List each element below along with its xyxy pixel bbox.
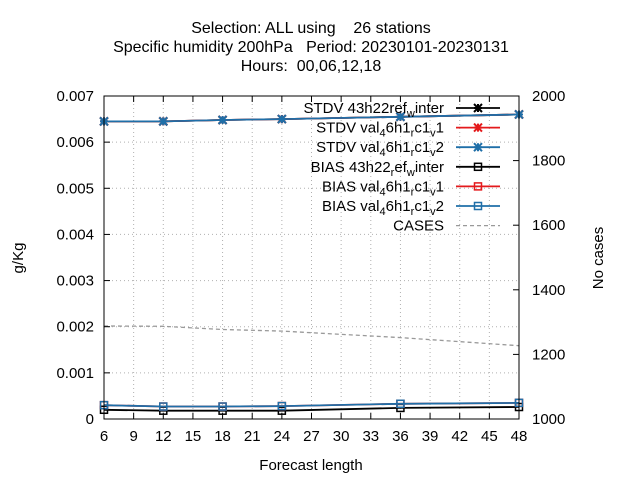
- legend-marker: [473, 103, 483, 113]
- legend-marker: [473, 122, 483, 133]
- x-tick-label: 48: [511, 428, 528, 445]
- x-tick-label: 36: [392, 428, 409, 445]
- legend-marker: [473, 142, 483, 152]
- x-tick-label: 27: [303, 428, 320, 445]
- data-point: [277, 114, 287, 124]
- legend-entry: STDV val46h1rc1v1: [316, 120, 500, 140]
- y-tick-label: 0.006: [56, 134, 94, 151]
- x-tick-label: 39: [422, 428, 439, 445]
- title-line-2: Specific humidity 200hPa Period: 2023010…: [113, 39, 509, 56]
- legend-label: BIAS 43h22refwinter: [311, 159, 444, 179]
- data-point: [218, 402, 227, 411]
- data-point: [396, 399, 405, 409]
- y2-tick-label: 1800: [532, 153, 565, 170]
- y2-tick-label: 1200: [532, 346, 565, 363]
- x-tick-label: 33: [362, 428, 379, 445]
- legend-entry: BIAS 43h22refwinter: [311, 159, 500, 179]
- x-tick-label: 21: [244, 428, 261, 445]
- data-point: [395, 112, 406, 122]
- grid: [104, 96, 519, 419]
- data-point: [158, 116, 168, 127]
- series-line: [103, 325, 520, 347]
- x-tick-label: 9: [129, 428, 137, 445]
- legend-marker: [473, 201, 483, 211]
- series-line: [103, 402, 520, 408]
- legend-entry: BIAS val46h1rc1v1: [322, 178, 500, 198]
- legend-marker: [473, 162, 483, 172]
- legend-label: STDV val46h1rc1v1: [316, 120, 444, 140]
- y-tick-label: 0.001: [56, 365, 94, 382]
- y2-tick-label: 1000: [532, 411, 565, 428]
- x-axis-label: Forecast length: [259, 457, 362, 474]
- y-tick-label: 0.007: [56, 88, 94, 105]
- y-axis-right: 1000 1200 1400 1600 1800 2000: [513, 88, 565, 428]
- title-line-1: Selection: ALL using 26 stations: [191, 20, 431, 37]
- x-axis: 6 9 12 15 18 21 24 27 30 33 36 39 42 45 48: [100, 96, 528, 445]
- legend-marker: [473, 182, 483, 191]
- y-tick-label: 0: [86, 411, 94, 428]
- title-line-3: Hours: 00,06,12,18: [241, 58, 382, 75]
- cases-series: [103, 325, 520, 347]
- data-point: [277, 401, 287, 411]
- chart-title: Selection: ALL using 26 stations Specifi…: [113, 20, 509, 75]
- x-tick-label: 12: [155, 428, 172, 445]
- legend-label: CASES: [393, 218, 444, 235]
- legend-label: BIAS val46h1rc1v1: [322, 178, 444, 198]
- series-line: [103, 406, 520, 412]
- legend-label: STDV val46h1rc1v2: [316, 139, 444, 159]
- y2-tick-label: 2000: [532, 88, 565, 105]
- x-tick-label: 18: [214, 428, 231, 445]
- x-tick-label: 6: [100, 428, 108, 445]
- y-axis-label: g/Kg: [10, 243, 27, 274]
- legend-entry: STDV 43h22refwinter: [303, 100, 500, 120]
- legend-entry: BIAS val46h1rc1v2: [322, 198, 500, 218]
- series-line: [104, 113, 520, 123]
- data-point: [217, 115, 228, 125]
- series-5: [99, 398, 524, 411]
- y-axis-left: 0 0.001 0.002 0.003 0.004 0.005 0.006 0.007: [56, 88, 110, 428]
- x-tick-label: 45: [481, 428, 498, 445]
- y2-tick-label: 1600: [532, 217, 565, 234]
- y2-axis-label: No cases: [590, 227, 607, 290]
- y2-tick-label: 1400: [532, 282, 565, 299]
- x-tick-label: 30: [333, 428, 350, 445]
- legend-entry: STDV val46h1rc1v2: [316, 139, 500, 159]
- y-tick-label: 0.002: [56, 319, 94, 336]
- x-tick-label: 15: [185, 428, 202, 445]
- x-tick-label: 24: [274, 428, 291, 445]
- y-tick-label: 0.004: [56, 226, 94, 243]
- y-tick-label: 0.003: [56, 273, 94, 290]
- y-tick-label: 0.005: [56, 180, 94, 197]
- series-6: [103, 325, 520, 347]
- legend-label: STDV 43h22refwinter: [303, 100, 444, 120]
- legend-label: BIAS val46h1rc1v2: [322, 198, 444, 218]
- x-tick-label: 42: [451, 428, 468, 445]
- legend-entry: CASES: [393, 218, 500, 235]
- data-point: [159, 402, 168, 411]
